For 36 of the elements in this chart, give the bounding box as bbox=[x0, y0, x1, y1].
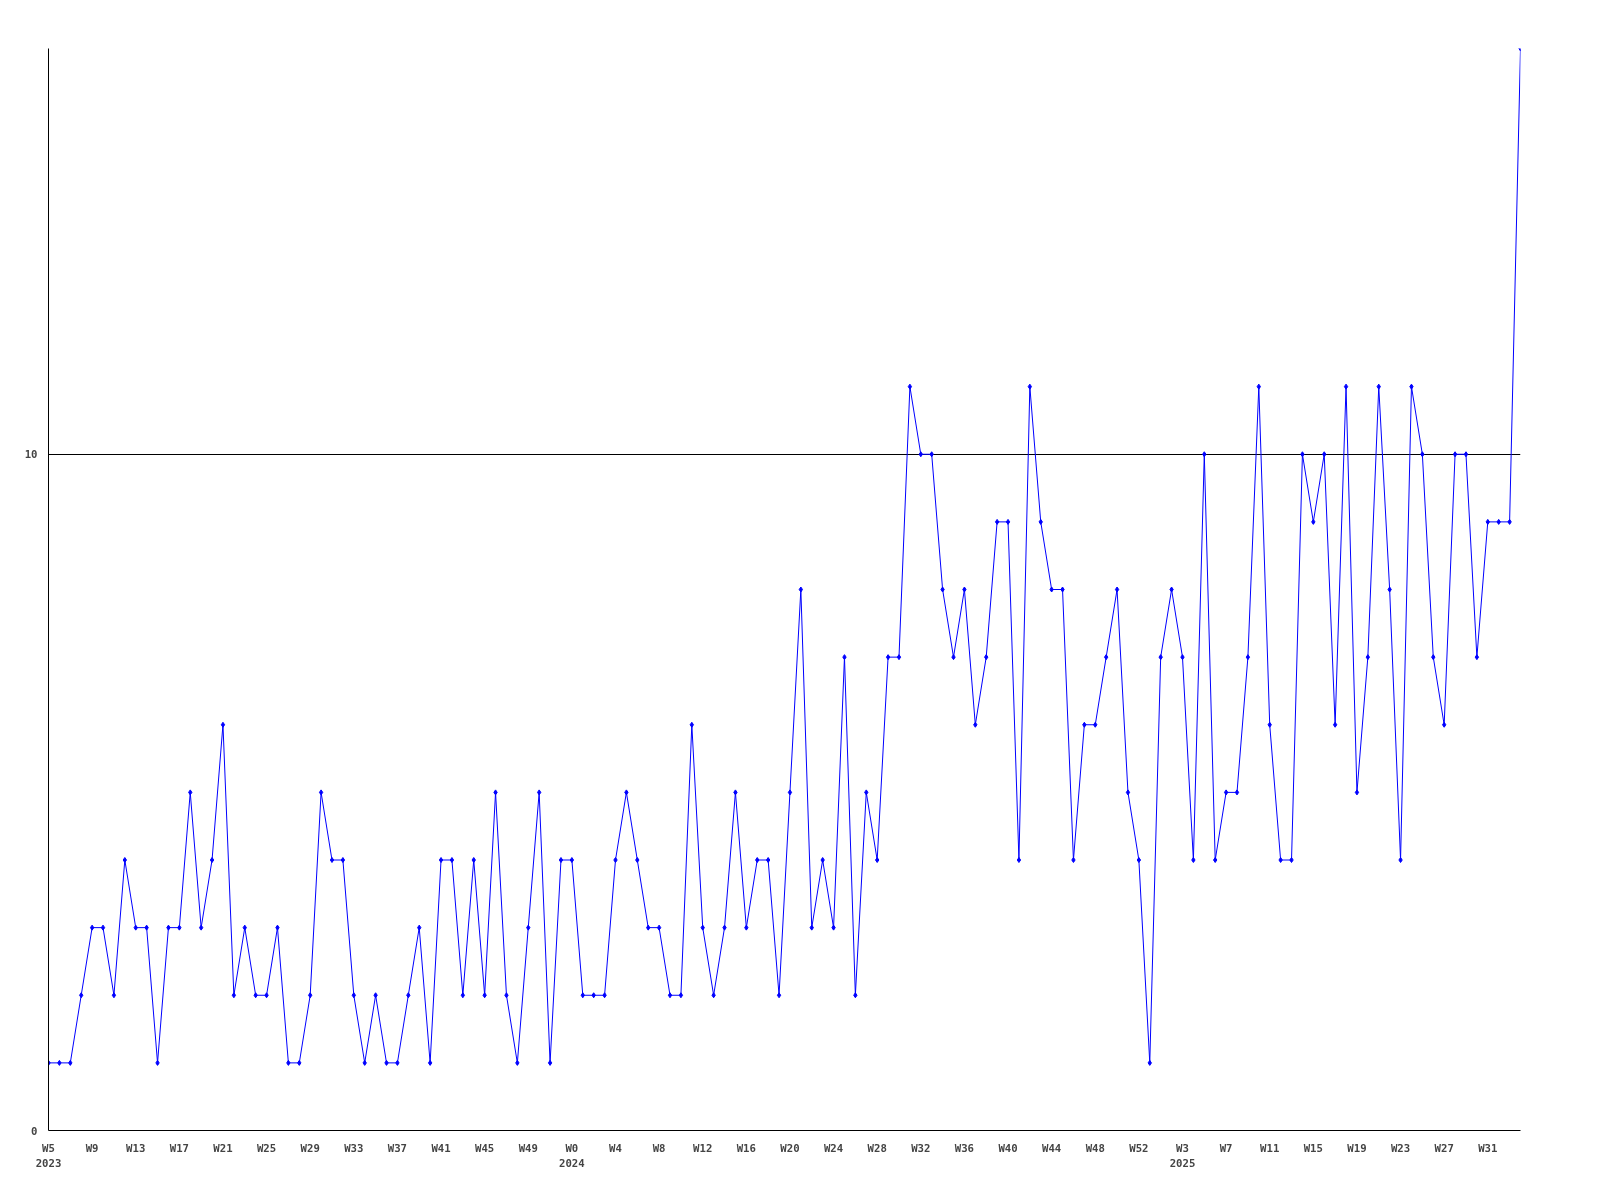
x-tick-label: W40 bbox=[998, 1141, 1018, 1155]
y-tick-label: 10 bbox=[24, 448, 38, 462]
x-tick-label: W45 bbox=[475, 1141, 495, 1155]
x-tick-label: W37 bbox=[387, 1141, 408, 1155]
x-tick-label: W23 bbox=[1390, 1141, 1411, 1155]
x-tick-label: W3 2025 bbox=[1169, 1141, 1196, 1171]
x-tick-label: W52 bbox=[1129, 1141, 1149, 1155]
x-tick-label: W21 bbox=[213, 1141, 233, 1155]
y-tick-label: 0 bbox=[31, 1124, 38, 1138]
x-tick-label: W17 bbox=[169, 1141, 189, 1155]
x-tick-label: W19 bbox=[1347, 1141, 1367, 1155]
x-tick-label: W16 bbox=[736, 1141, 756, 1155]
x-tick-label: W36 bbox=[954, 1141, 975, 1155]
x-tick-label: W4 bbox=[609, 1141, 622, 1155]
x-tick-label: W25 bbox=[256, 1141, 277, 1155]
x-tick-label: W41 bbox=[431, 1141, 451, 1155]
x-tick-label: W5 2023 bbox=[35, 1141, 62, 1171]
x-tick-label: W33 bbox=[344, 1141, 364, 1155]
x-tick-label: W31 bbox=[1478, 1141, 1498, 1155]
x-tick-label: W13 bbox=[126, 1141, 146, 1155]
x-tick-label: W20 bbox=[780, 1141, 800, 1155]
x-tick-label: W0 2024 bbox=[559, 1141, 585, 1171]
x-tick-label: W29 bbox=[300, 1141, 320, 1155]
x-tick-label: W32 bbox=[911, 1141, 931, 1155]
x-tick-label: W15 bbox=[1303, 1141, 1323, 1155]
x-tick-label: W24 bbox=[823, 1141, 844, 1155]
x-tick-label: W27 bbox=[1434, 1141, 1454, 1155]
x-tick-label: W8 bbox=[652, 1141, 666, 1155]
x-tick-label: W7 bbox=[1219, 1141, 1233, 1155]
x-tick-label: W44 bbox=[1042, 1141, 1062, 1155]
x-tick-label: W9 bbox=[85, 1141, 99, 1155]
x-tick-label: W28 bbox=[867, 1141, 887, 1155]
x-tick-label: W48 bbox=[1085, 1141, 1105, 1155]
x-tick-label: W49 bbox=[518, 1141, 538, 1155]
x-tick-label: W12 bbox=[693, 1141, 713, 1155]
x-tick-label: W11 bbox=[1260, 1141, 1280, 1155]
